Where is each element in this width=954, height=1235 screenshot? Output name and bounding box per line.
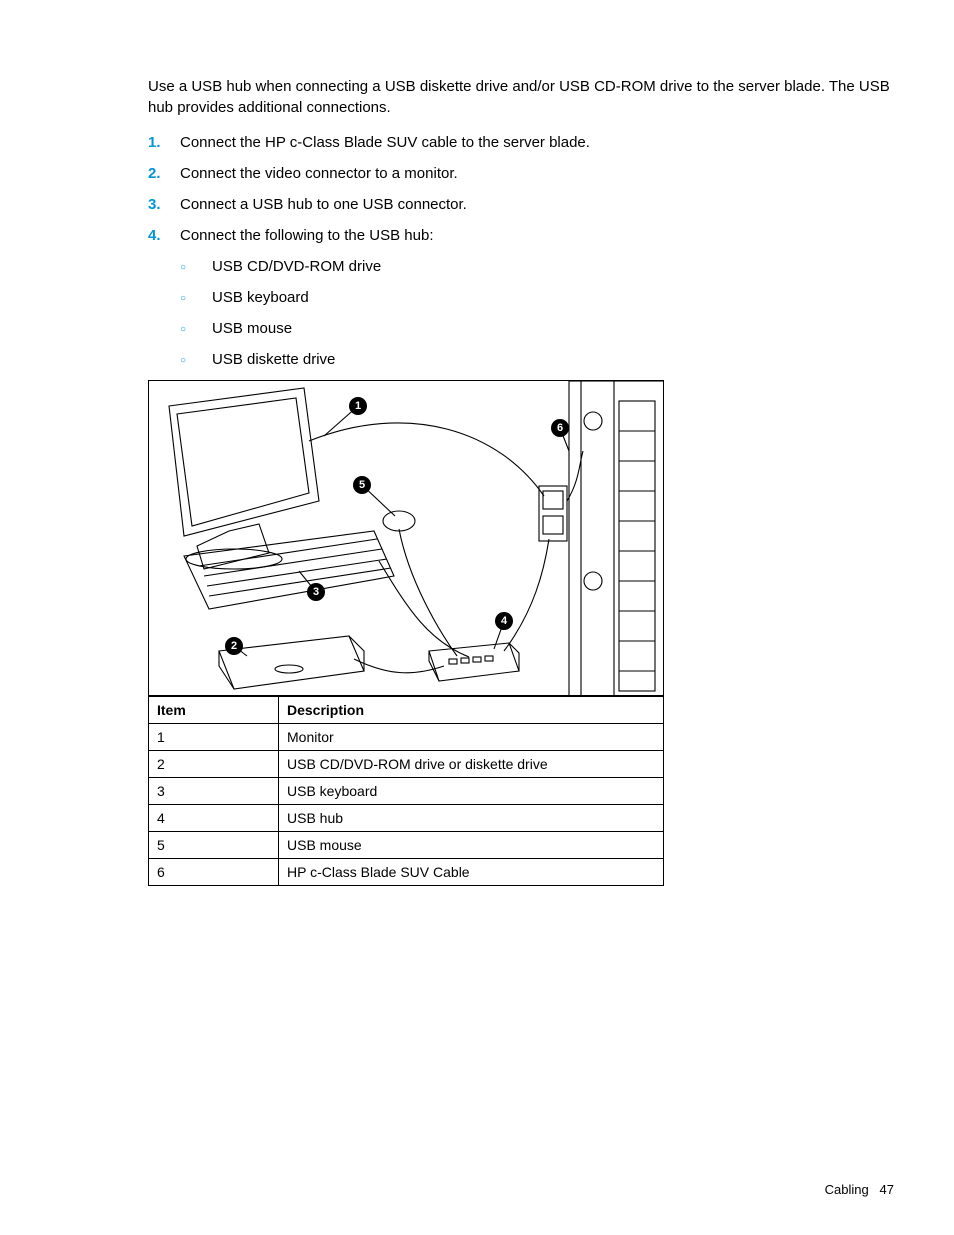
cell-item: 5 — [149, 832, 279, 859]
callout-5: 5 — [353, 476, 371, 494]
cell-desc: USB mouse — [279, 832, 664, 859]
callout-1: 1 — [349, 397, 367, 415]
footer-section: Cabling — [825, 1182, 869, 1197]
cell-desc: USB keyboard — [279, 778, 664, 805]
callout-3: 3 — [307, 583, 325, 601]
header-item: Item — [149, 697, 279, 724]
step-number: 2. — [148, 163, 180, 184]
table-row: 6 HP c-Class Blade SUV Cable — [149, 859, 664, 886]
callout-2: 2 — [225, 637, 243, 655]
page-footer: Cabling 47 — [825, 1182, 894, 1197]
cell-desc: HP c-Class Blade SUV Cable — [279, 859, 664, 886]
step-number: 1. — [148, 132, 180, 153]
intro-paragraph: Use a USB hub when connecting a USB disk… — [148, 76, 894, 118]
callout-6: 6 — [551, 419, 569, 437]
table-header-row: Item Description — [149, 697, 664, 724]
cell-item: 2 — [149, 751, 279, 778]
sub-item: ○ USB mouse — [180, 318, 894, 339]
sub-item: ○ USB CD/DVD-ROM drive — [180, 256, 894, 277]
step-item: 4. Connect the following to the USB hub: — [148, 225, 894, 246]
step-text: Connect the HP c-Class Blade SUV cable t… — [180, 132, 590, 153]
bullet-icon: ○ — [180, 354, 212, 368]
cell-desc: USB CD/DVD-ROM drive or diskette drive — [279, 751, 664, 778]
bullet-icon: ○ — [180, 261, 212, 275]
cell-desc: Monitor — [279, 724, 664, 751]
sub-item: ○ USB keyboard — [180, 287, 894, 308]
table-row: 5 USB mouse — [149, 832, 664, 859]
header-description: Description — [279, 697, 664, 724]
table-row: 2 USB CD/DVD-ROM drive or diskette drive — [149, 751, 664, 778]
step-number: 3. — [148, 194, 180, 215]
callout-table: Item Description 1 Monitor 2 USB CD/DVD-… — [148, 696, 664, 886]
sub-item-text: USB keyboard — [212, 287, 309, 308]
step-text: Connect the following to the USB hub: — [180, 225, 434, 246]
sub-item-text: USB diskette drive — [212, 349, 335, 370]
bullet-icon: ○ — [180, 292, 212, 306]
cell-item: 3 — [149, 778, 279, 805]
step-text: Connect the video connector to a monitor… — [180, 163, 458, 184]
table-row: 1 Monitor — [149, 724, 664, 751]
table-row: 3 USB keyboard — [149, 778, 664, 805]
step-number: 4. — [148, 225, 180, 246]
cell-item: 1 — [149, 724, 279, 751]
steps-list: 1. Connect the HP c-Class Blade SUV cabl… — [148, 132, 894, 246]
step-item: 1. Connect the HP c-Class Blade SUV cabl… — [148, 132, 894, 153]
step-item: 3. Connect a USB hub to one USB connecto… — [148, 194, 894, 215]
footer-page: 47 — [880, 1182, 894, 1197]
connection-diagram: 1 2 3 4 5 6 — [148, 380, 664, 696]
callout-4: 4 — [495, 612, 513, 630]
sub-item-text: USB mouse — [212, 318, 292, 339]
sub-list: ○ USB CD/DVD-ROM drive ○ USB keyboard ○ … — [180, 256, 894, 370]
step-text: Connect a USB hub to one USB connector. — [180, 194, 467, 215]
bullet-icon: ○ — [180, 323, 212, 337]
sub-item-text: USB CD/DVD-ROM drive — [212, 256, 381, 277]
cell-item: 6 — [149, 859, 279, 886]
step-item: 2. Connect the video connector to a moni… — [148, 163, 894, 184]
table-row: 4 USB hub — [149, 805, 664, 832]
sub-item: ○ USB diskette drive — [180, 349, 894, 370]
cell-desc: USB hub — [279, 805, 664, 832]
cell-item: 4 — [149, 805, 279, 832]
